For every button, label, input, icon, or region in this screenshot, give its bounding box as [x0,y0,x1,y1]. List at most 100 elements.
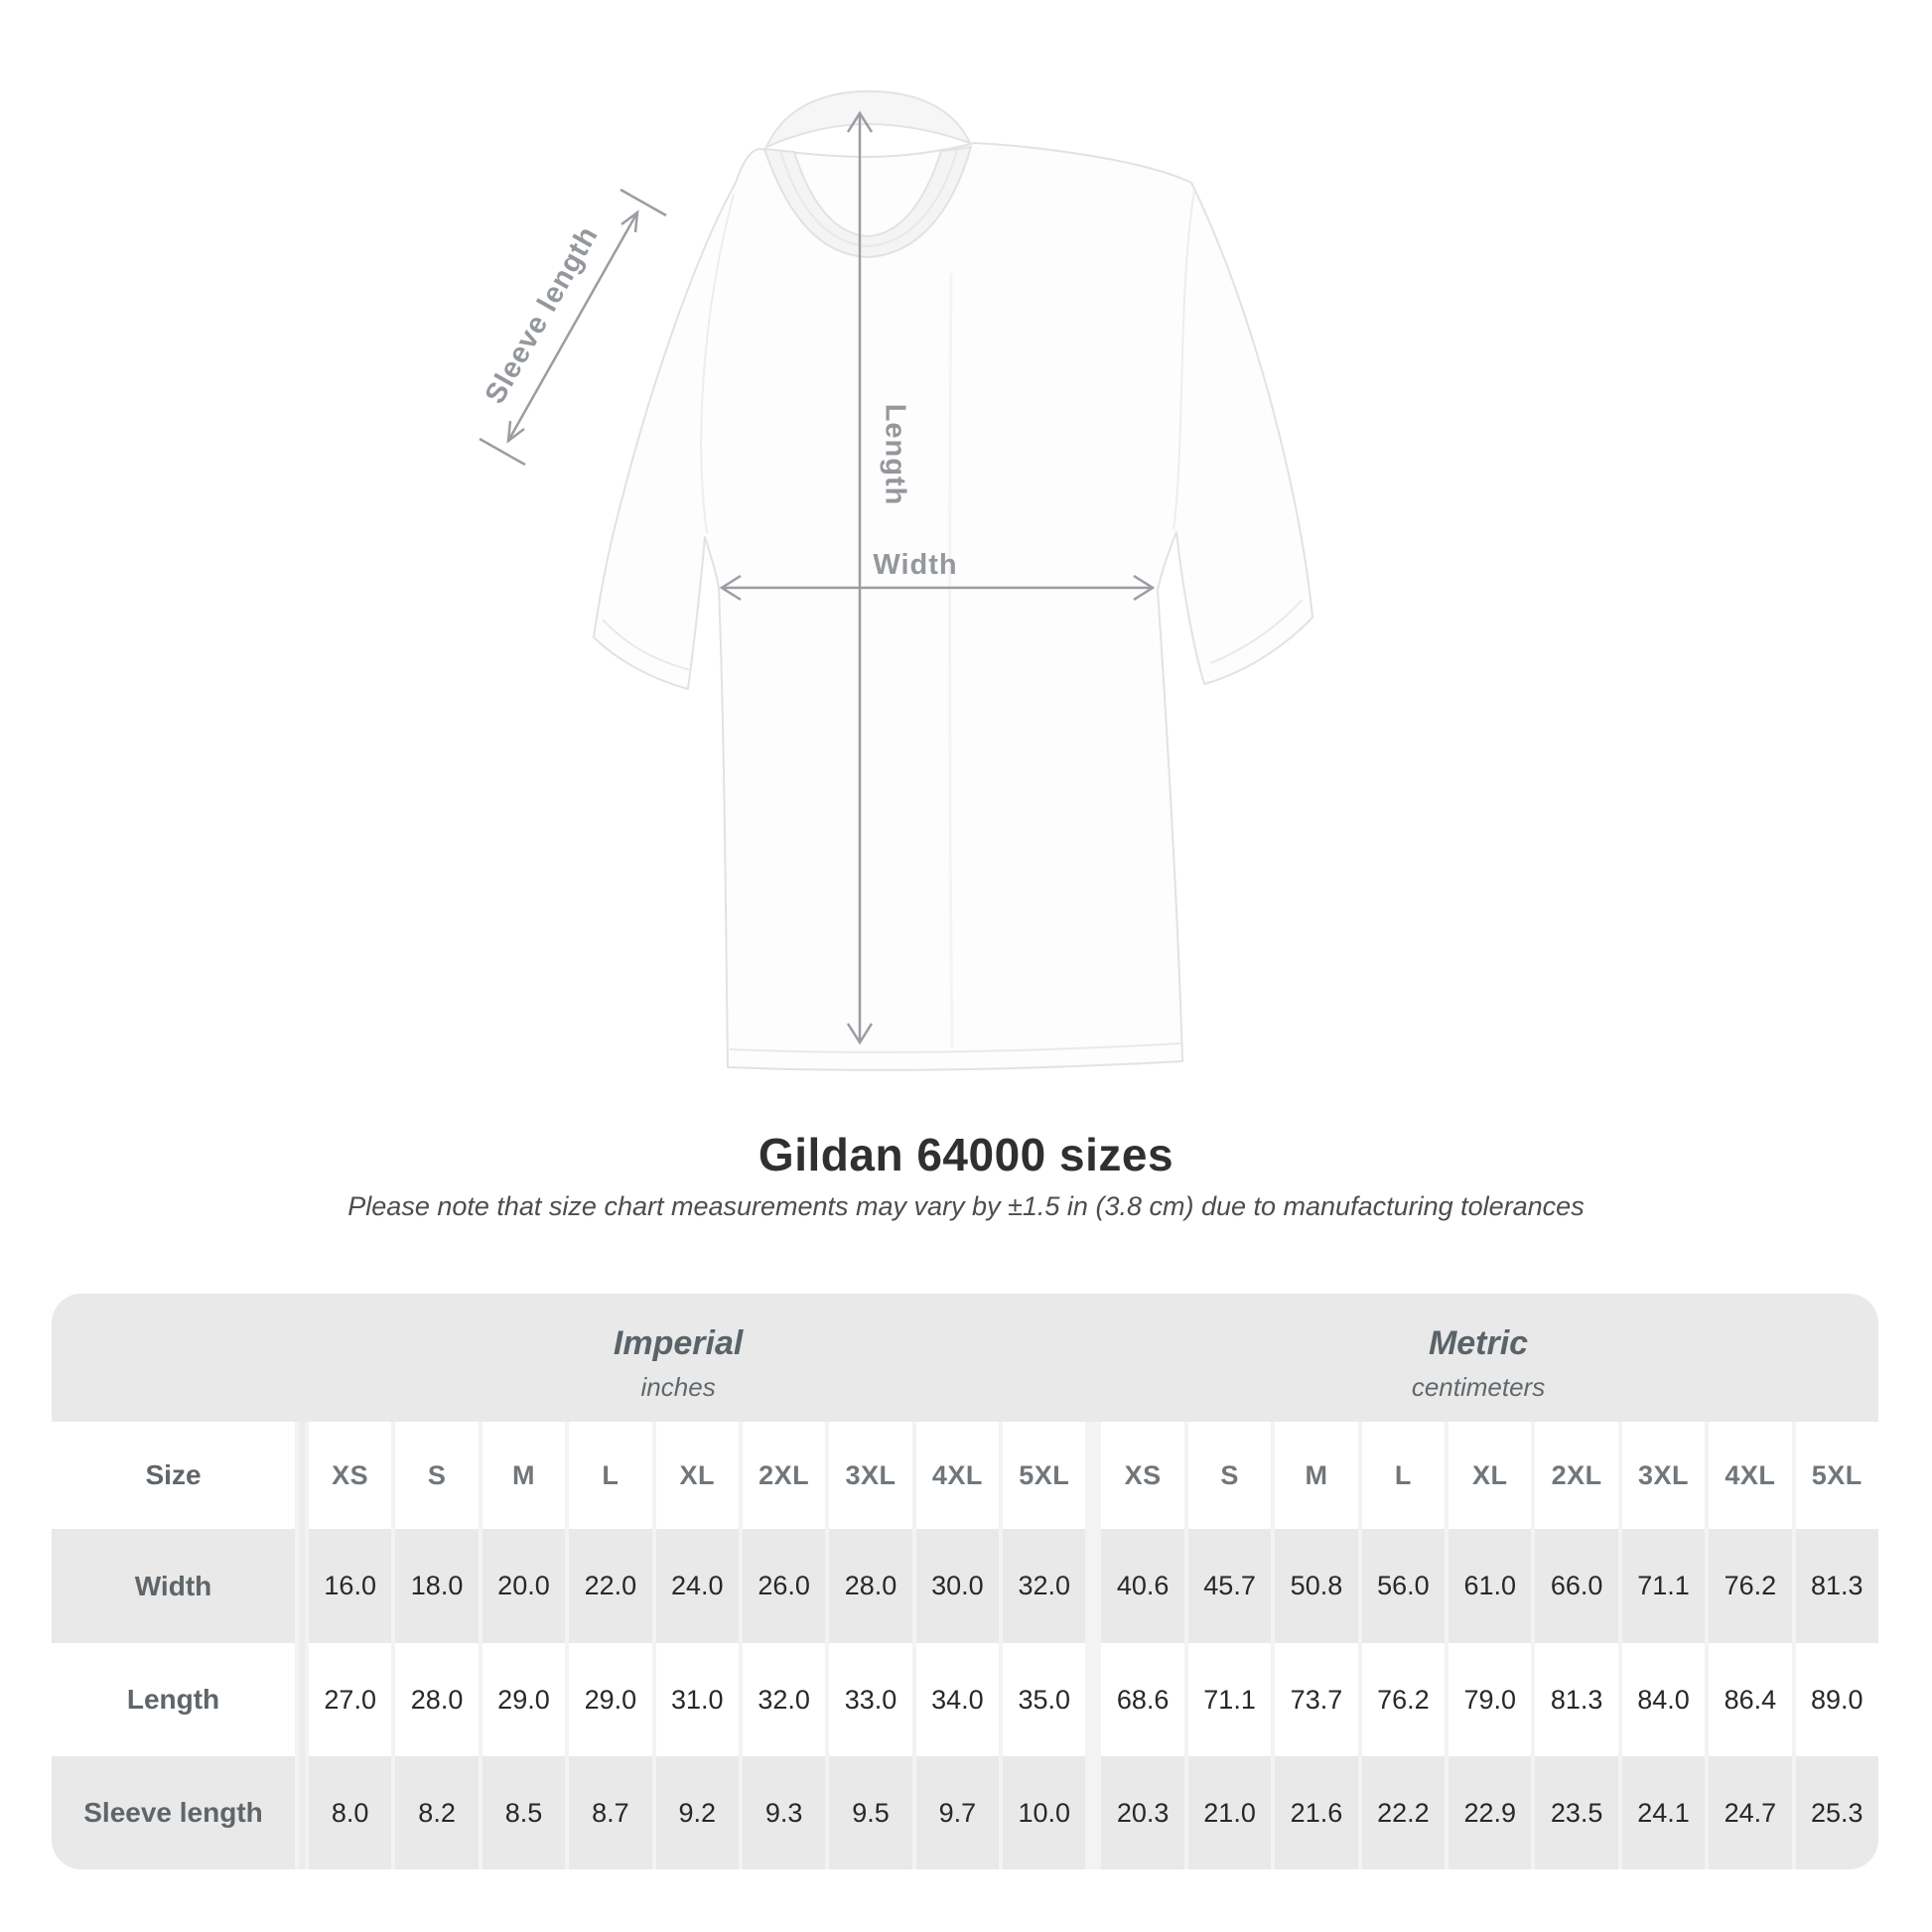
tshirt-illustration [593,89,1313,1071]
width-imperial-xs: 16.0 [309,1529,392,1643]
width-metric-2xl: 66.0 [1535,1529,1618,1643]
column-spacer [299,1529,305,1643]
length-arrowhead-bottom [846,1023,874,1045]
size-header-imperial-2xl: 2XL [742,1422,826,1529]
width-imperial-m: 20.0 [482,1529,566,1643]
width-imperial-s: 18.0 [395,1529,479,1643]
length-annotation [846,110,874,1045]
size-header-imperial-xl: XL [655,1422,739,1529]
sleeve-length-arrowhead-top [621,209,639,233]
sleeve-metric-4xl: 24.7 [1709,1756,1792,1869]
unit-header-band: Imperial inches Metric centimeters [52,1294,1878,1422]
tshirt-figure-svg: Sleeve length Length Width [479,89,1313,1071]
sleeve-length-tick-top [620,188,667,217]
sleeve-metric-3xl: 24.1 [1621,1756,1706,1869]
length-metric-s: 71.1 [1187,1643,1272,1756]
length-arrowhead-top [846,110,874,133]
sleeve-metric-5xl: 25.3 [1795,1756,1878,1869]
sleeve-imperial-4xl: 9.7 [915,1756,1000,1869]
metric-label: Metric [1428,1324,1529,1362]
length-metric-3xl: 84.0 [1621,1643,1706,1756]
size-header-imperial-s: S [395,1422,479,1529]
sleeve-length-annotation [479,188,667,467]
size-header-metric-m: M [1275,1422,1358,1529]
imperial-unit-label: inches [640,1372,716,1402]
width-metric-m: 50.8 [1275,1529,1358,1643]
size-header-imperial-5xl: 5XL [1003,1422,1086,1529]
length-imperial-4xl: 34.0 [915,1643,1000,1756]
width-imperial-5xl: 32.0 [1003,1529,1086,1643]
column-spacer [299,1643,305,1756]
row-label-sleeve-length: Sleeve length [52,1756,295,1869]
width-metric-l: 56.0 [1361,1529,1446,1643]
length-imperial-2xl: 32.0 [742,1643,826,1756]
sleeve-metric-xl: 22.9 [1449,1756,1532,1869]
sleeve-metric-xs: 20.3 [1101,1756,1184,1869]
width-metric-3xl: 71.1 [1621,1529,1706,1643]
width-label: Width [873,549,957,581]
column-spacer [299,1756,305,1869]
unit-group-spacer [1089,1529,1098,1643]
unit-group-spacer [1089,1643,1098,1756]
width-arrowhead-left [719,574,742,602]
size-header-imperial-4xl: 4XL [915,1422,1000,1529]
size-header-imperial-m: M [482,1422,566,1529]
size-header-imperial-xs: XS [309,1422,392,1529]
length-imperial-m: 29.0 [482,1643,566,1756]
sleeve-imperial-xl: 9.2 [655,1756,739,1869]
width-imperial-4xl: 30.0 [915,1529,1000,1643]
corner-header-size: Size [52,1422,295,1529]
sleeve-imperial-l: 8.7 [569,1756,652,1869]
width-metric-xl: 61.0 [1449,1529,1532,1643]
width-metric-4xl: 76.2 [1709,1529,1792,1643]
length-imperial-xs: 27.0 [309,1643,392,1756]
sleeve-imperial-2xl: 9.3 [742,1756,826,1869]
sleeve-metric-l: 22.2 [1361,1756,1446,1869]
width-imperial-l: 22.0 [569,1529,652,1643]
sleeve-imperial-m: 8.5 [482,1756,566,1869]
row-label-width: Width [52,1529,295,1643]
unit-group-spacer [1089,1756,1098,1869]
metric-unit-label: centimeters [1411,1372,1546,1402]
length-imperial-5xl: 35.0 [1003,1643,1086,1756]
length-metric-4xl: 86.4 [1709,1643,1792,1756]
width-annotation [719,574,1156,602]
unit-group-spacer [1089,1422,1098,1529]
length-metric-2xl: 81.3 [1535,1643,1618,1756]
width-metric-5xl: 81.3 [1795,1529,1878,1643]
size-header-metric-3xl: 3XL [1621,1422,1706,1529]
sleeve-length-arrow-line [506,211,639,442]
length-imperial-l: 29.0 [569,1643,652,1756]
width-imperial-xl: 24.0 [655,1529,739,1643]
size-header-metric-4xl: 4XL [1709,1422,1792,1529]
width-imperial-2xl: 26.0 [742,1529,826,1643]
length-metric-m: 73.7 [1275,1643,1358,1756]
length-metric-xl: 79.0 [1449,1643,1532,1756]
sleeve-metric-s: 21.0 [1187,1756,1272,1869]
width-arrowhead-right [1133,574,1156,602]
width-metric-s: 45.7 [1187,1529,1272,1643]
sleeve-imperial-xs: 8.0 [309,1756,392,1869]
page-title: Gildan 64000 sizes [758,1129,1174,1180]
size-header-metric-5xl: 5XL [1795,1422,1878,1529]
size-chart-table: Imperial inches Metric centimeters Size … [52,1294,1878,1869]
size-header-metric-xl: XL [1449,1422,1532,1529]
size-header-metric-s: S [1187,1422,1272,1529]
length-metric-xs: 68.6 [1101,1643,1184,1756]
size-header-metric-l: L [1361,1422,1446,1529]
length-imperial-3xl: 33.0 [829,1643,912,1756]
sleeve-metric-2xl: 23.5 [1535,1756,1618,1869]
metric-header-group: Metric centimeters [1078,1300,1878,1428]
width-imperial-3xl: 28.0 [829,1529,912,1643]
size-header-imperial-3xl: 3XL [829,1422,912,1529]
tolerance-note: Please note that size chart measurements… [347,1191,1585,1221]
imperial-header-group: Imperial inches [286,1300,1071,1428]
sleeve-length-tick-bottom [479,437,526,467]
length-metric-l: 76.2 [1361,1643,1446,1756]
sleeve-imperial-s: 8.2 [395,1756,479,1869]
sleeve-imperial-5xl: 10.0 [1003,1756,1086,1869]
sleeve-imperial-3xl: 9.5 [829,1756,912,1869]
length-imperial-s: 28.0 [395,1643,479,1756]
size-header-metric-2xl: 2XL [1535,1422,1618,1529]
length-metric-5xl: 89.0 [1795,1643,1878,1756]
